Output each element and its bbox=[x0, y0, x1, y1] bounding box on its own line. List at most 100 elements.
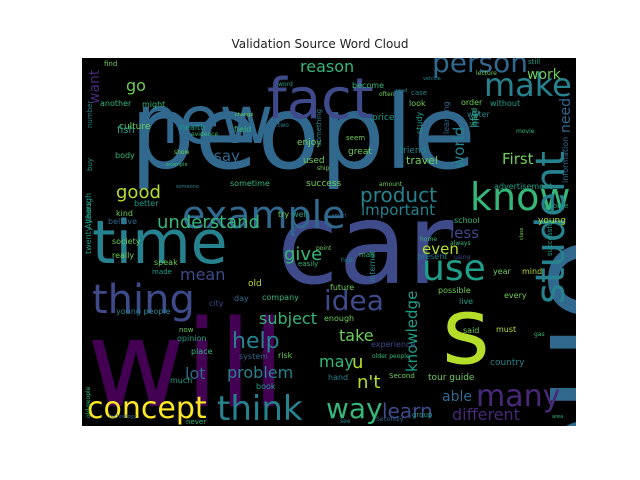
cloud-word: subject bbox=[259, 309, 317, 328]
cloud-word: evidence bbox=[191, 131, 219, 138]
cloud-word: present bbox=[417, 252, 447, 261]
cloud-word: people bbox=[130, 74, 476, 193]
cloud-word: sometime bbox=[230, 179, 270, 188]
cloud-word: friend bbox=[400, 146, 426, 156]
cloud-word: technology bbox=[109, 414, 137, 420]
cloud-word: information bbox=[561, 137, 570, 183]
cloud-word: enough bbox=[324, 314, 354, 323]
cloud-word: someone bbox=[176, 184, 199, 190]
cloud-word: really bbox=[112, 251, 134, 260]
cloud-word: successful bbox=[546, 220, 554, 256]
cloud-word: said bbox=[463, 326, 479, 335]
cloud-word: one bbox=[516, 236, 576, 426]
cloud-word: example bbox=[182, 193, 346, 237]
cloud-word: now bbox=[179, 326, 194, 334]
cloud-word: live bbox=[459, 297, 473, 306]
figure-title: Validation Source Word Cloud bbox=[231, 37, 409, 51]
cloud-word: work bbox=[527, 67, 562, 83]
cloud-word: ship bbox=[317, 165, 330, 172]
cloud-word: using bbox=[454, 254, 470, 261]
cloud-word: speak bbox=[154, 258, 178, 267]
cloud-word: high bbox=[341, 257, 354, 264]
cloud-word: class bbox=[519, 227, 525, 240]
cloud-word: take bbox=[339, 326, 374, 345]
cloud-word: need bbox=[558, 98, 574, 133]
cloud-word: young bbox=[538, 216, 566, 226]
cloud-word: kind bbox=[116, 209, 133, 218]
cloud-word: life bbox=[468, 110, 482, 128]
cloud-word: fish bbox=[117, 125, 135, 136]
cloud-word: movie bbox=[516, 128, 535, 135]
cloud-word: reason bbox=[300, 58, 354, 76]
cloud-word: society bbox=[112, 237, 141, 246]
cloud-word: product bbox=[360, 183, 437, 207]
cloud-word: u bbox=[352, 352, 363, 373]
cloud-word: health bbox=[180, 123, 205, 132]
cloud-word: less bbox=[450, 224, 479, 242]
cloud-word: car bbox=[277, 180, 454, 310]
cloud-word: school bbox=[454, 216, 480, 225]
cloud-word: world bbox=[450, 127, 468, 168]
cloud-word: good bbox=[116, 182, 161, 203]
cloud-word: look bbox=[409, 99, 426, 108]
cloud-word: future bbox=[330, 283, 354, 292]
cloud-word: Although bbox=[84, 193, 93, 229]
cloud-word: area bbox=[552, 414, 563, 420]
cloud-word: experience bbox=[371, 340, 415, 349]
cloud-word: used bbox=[303, 156, 325, 166]
cloud-word: First bbox=[502, 150, 534, 168]
cloud-word: system bbox=[239, 352, 268, 361]
cloud-word: find bbox=[104, 60, 117, 68]
cloud-word: lecture bbox=[476, 70, 497, 77]
cloud-word: something bbox=[315, 109, 323, 146]
cloud-word: place bbox=[191, 347, 213, 356]
cloud-word: problem bbox=[227, 363, 293, 382]
cloud-word: vehicle bbox=[423, 76, 441, 82]
cloud-word: case bbox=[411, 89, 427, 97]
cloud-word: mind bbox=[522, 267, 542, 276]
cloud-word: go bbox=[126, 76, 146, 95]
cloud-word: make bbox=[484, 66, 572, 104]
cloud-word: important bbox=[361, 201, 435, 219]
cloud-word: many bbox=[476, 379, 560, 414]
cloud-word: home bbox=[420, 236, 437, 243]
cloud-word: use bbox=[422, 248, 486, 289]
cloud-word: n't bbox=[357, 372, 380, 393]
cloud-word: s bbox=[442, 278, 490, 385]
cloud-word: success bbox=[306, 179, 342, 189]
cloud-word: show bbox=[174, 149, 190, 156]
cloud-word: every bbox=[504, 291, 527, 300]
cloud-word: water bbox=[467, 110, 491, 119]
cloud-word: amount bbox=[379, 181, 403, 188]
cloud-word: able bbox=[442, 389, 472, 405]
cloud-word: well bbox=[292, 210, 308, 219]
cloud-word: old people bbox=[85, 386, 92, 418]
cloud-word: enjoy bbox=[297, 138, 322, 148]
cloud-word: great bbox=[348, 147, 372, 157]
cloud-word: hand bbox=[328, 373, 348, 382]
cloud-word: example bbox=[166, 162, 188, 168]
cloud-word: company bbox=[262, 293, 299, 302]
cloud-word: concept bbox=[87, 391, 207, 426]
cloud-word: opinion bbox=[177, 334, 206, 343]
cloud-word: smart bbox=[332, 213, 347, 219]
cloud-word: way bbox=[326, 392, 383, 425]
cloud-word: time bbox=[92, 208, 228, 278]
cloud-word: older people bbox=[372, 353, 410, 360]
cloud-word: two bbox=[278, 122, 289, 129]
cloud-word: hard bbox=[470, 108, 479, 126]
cloud-word: understand bbox=[157, 212, 260, 233]
cloud-word: word bbox=[278, 81, 293, 88]
cloud-word: always bbox=[450, 240, 471, 247]
cloud-word: field bbox=[234, 125, 251, 134]
word-cloud: people new fact car time will s one make person ex… bbox=[82, 58, 576, 426]
cloud-word: travel bbox=[406, 154, 438, 167]
cloud-word: must bbox=[496, 325, 516, 334]
cloud-word: tour guide bbox=[428, 373, 475, 383]
cloud-word: person bbox=[432, 58, 528, 79]
cloud-word: will bbox=[87, 296, 285, 426]
cloud-word: think bbox=[217, 389, 303, 426]
cloud-word: young people bbox=[116, 307, 171, 316]
cloud-word: student bbox=[528, 151, 574, 304]
